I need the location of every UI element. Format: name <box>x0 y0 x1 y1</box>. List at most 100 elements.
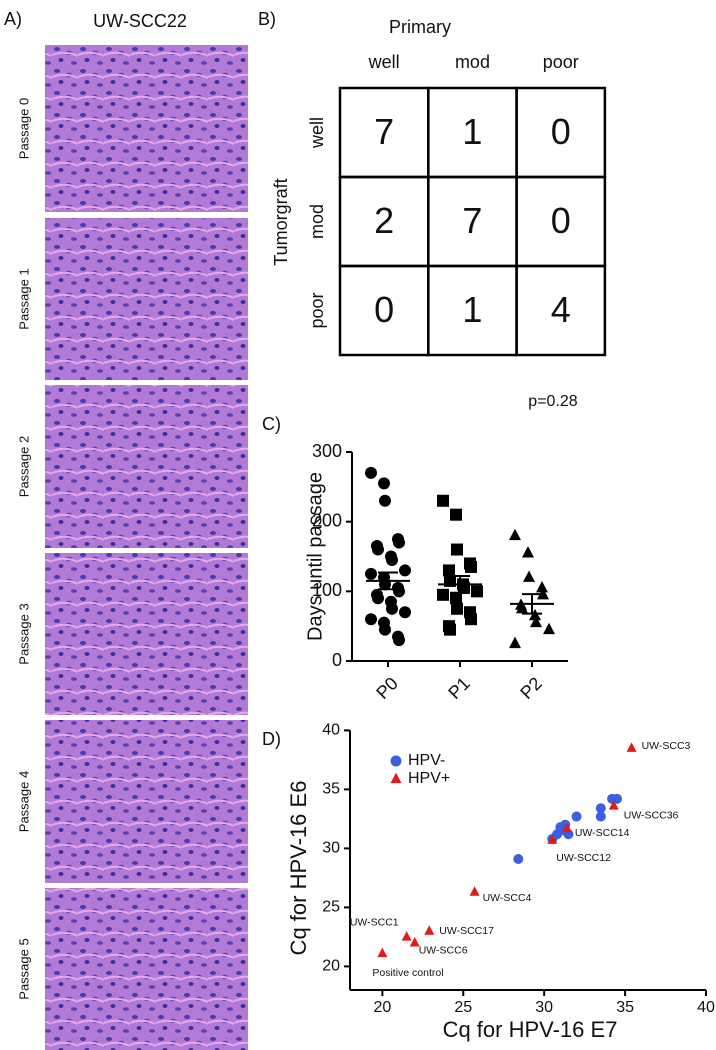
x-tick-label: P0 <box>372 673 402 703</box>
data-point <box>595 811 606 822</box>
data-point <box>365 613 377 626</box>
data-point <box>523 570 535 582</box>
legend-label: HPV+ <box>408 770 450 787</box>
point-label: UW-SCC14 <box>575 827 630 839</box>
row-title: Tumorgraft <box>271 178 291 265</box>
data-point <box>522 546 534 558</box>
x-tick-label: P2 <box>516 673 546 703</box>
data-point <box>537 587 549 600</box>
data-point <box>393 634 405 647</box>
row-header: poor <box>307 292 327 328</box>
data-point <box>451 543 463 556</box>
panel-label: A) <box>4 9 22 29</box>
point-label: UW-SCC36 <box>624 810 679 822</box>
data-point <box>437 494 449 507</box>
data-point <box>401 931 412 941</box>
histology-image <box>45 553 248 715</box>
x-tick-label: 35 <box>616 999 634 1016</box>
data-point <box>516 601 528 614</box>
data-point <box>450 508 462 521</box>
legend-label: HPV- <box>408 752 445 769</box>
y-tick-label: 300 <box>312 441 342 461</box>
cell-value: 0 <box>374 289 394 330</box>
point-label: UW-SCC3 <box>642 740 691 752</box>
legend-marker <box>390 772 402 784</box>
y-tick-label: 35 <box>322 781 340 798</box>
image-label: Passage 3 <box>16 603 31 664</box>
p-value: p=0.28 <box>528 393 577 410</box>
column-title: Primary <box>389 17 451 37</box>
x-tick-label: P1 <box>444 673 474 703</box>
x-tick-label: 30 <box>535 999 553 1016</box>
data-point <box>608 800 619 810</box>
histology-image <box>45 720 248 883</box>
data-point <box>377 947 388 958</box>
data-point <box>437 588 449 601</box>
panel-label: D) <box>262 729 281 749</box>
y-tick-label: 25 <box>322 899 340 916</box>
column-header: poor <box>543 52 579 72</box>
data-point <box>379 623 391 636</box>
panel-label: C) <box>262 414 281 434</box>
panel-title: UW-SCC22 <box>93 11 187 31</box>
y-tick-label: 30 <box>322 840 340 857</box>
point-label: UW-SCC1 <box>350 917 399 929</box>
cell-value: 4 <box>551 289 571 330</box>
cell-value: 2 <box>374 200 394 241</box>
point-label: UW-SCC4 <box>483 892 532 904</box>
x-tick-label: 25 <box>454 999 472 1016</box>
image-label: Passage 2 <box>16 436 31 497</box>
data-point <box>424 925 435 935</box>
data-point <box>386 602 398 615</box>
data-point <box>530 615 542 628</box>
column-header: well <box>368 52 400 72</box>
data-point <box>469 886 480 896</box>
data-point <box>547 834 558 844</box>
image-label: Passage 4 <box>16 771 31 832</box>
cell-value: 0 <box>551 111 571 152</box>
data-point <box>450 592 462 605</box>
y-tick-label: 40 <box>322 722 340 739</box>
y-tick-label: 0 <box>332 650 342 670</box>
cell-value: 7 <box>462 200 482 241</box>
point-label: UW-SCC6 <box>419 945 468 957</box>
data-point <box>543 622 555 635</box>
table-cell <box>515 264 607 357</box>
data-point <box>393 585 405 598</box>
cell-value: 1 <box>462 111 482 152</box>
y-axis-label: Days until passage <box>304 472 326 641</box>
data-point <box>509 528 521 541</box>
panel-label: B) <box>258 9 276 29</box>
data-point <box>509 636 521 649</box>
data-point <box>393 536 405 549</box>
data-point <box>443 564 455 577</box>
y-tick-label: 20 <box>322 958 340 975</box>
data-point <box>379 494 391 507</box>
data-point <box>465 560 477 573</box>
point-label: Positive control <box>372 967 443 979</box>
histology-image <box>45 888 248 1050</box>
legend-marker <box>390 755 402 767</box>
data-point <box>465 613 477 626</box>
cell-value: 1 <box>462 289 482 330</box>
point-label: UW-SCC17 <box>439 925 494 937</box>
data-point <box>612 793 622 804</box>
data-point <box>378 477 390 490</box>
data-point <box>561 822 572 833</box>
data-point <box>626 742 637 752</box>
data-point <box>409 937 420 947</box>
cell-value: 7 <box>374 111 394 152</box>
data-point <box>451 602 463 615</box>
data-point <box>399 564 411 577</box>
histology-image <box>45 385 248 548</box>
data-point <box>399 606 411 619</box>
cell-value: 0 <box>551 200 571 241</box>
x-tick-label: 40 <box>697 999 715 1016</box>
data-point <box>595 803 606 814</box>
data-point <box>365 466 377 479</box>
histology-image <box>45 45 248 212</box>
data-point <box>471 585 483 598</box>
point-label: UW-SCC12 <box>556 852 611 864</box>
image-label: Passage 5 <box>16 938 31 999</box>
